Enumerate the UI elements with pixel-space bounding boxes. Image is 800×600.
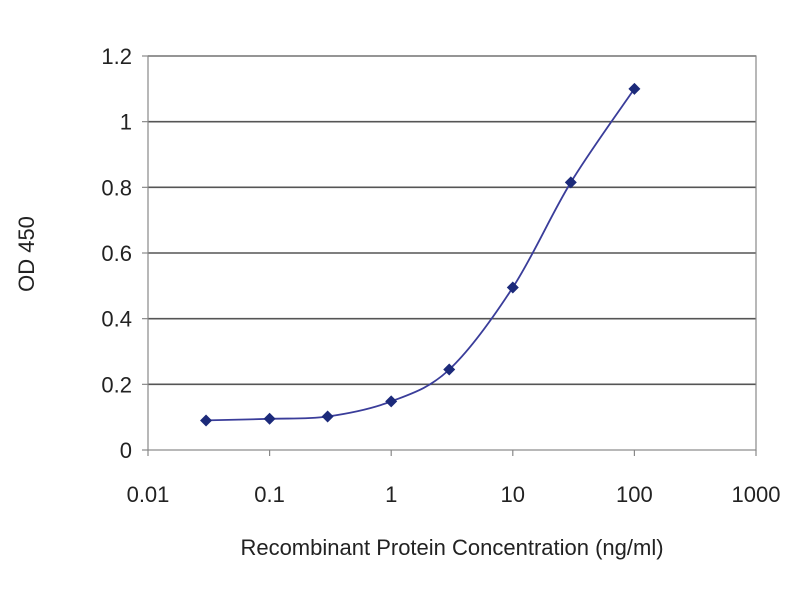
- data-point: [200, 414, 213, 427]
- x-tick-label: 0.01: [127, 482, 170, 507]
- y-tick-label: 0.8: [101, 175, 132, 200]
- data-point: [564, 176, 577, 189]
- x-axis-title: Recombinant Protein Concentration (ng/ml…: [240, 535, 663, 560]
- y-tick-label: 0: [120, 438, 132, 463]
- y-tick-label: 1: [120, 110, 132, 135]
- gridlines: [148, 55, 756, 386]
- x-tick-label: 1: [385, 482, 397, 507]
- data-point: [443, 363, 456, 376]
- fitted-curve: [205, 88, 636, 422]
- data-points: [200, 82, 641, 427]
- data-point: [628, 82, 641, 95]
- x-tick-label: 100: [616, 482, 653, 507]
- x-tick-label: 0.1: [254, 482, 285, 507]
- y-axis-title: OD 450: [14, 216, 39, 292]
- data-point: [385, 395, 398, 408]
- y-tick-label: 0.2: [101, 372, 132, 397]
- data-point: [263, 412, 276, 425]
- data-point: [321, 410, 334, 423]
- y-tick-label: 0.6: [101, 241, 132, 266]
- data-point: [506, 281, 519, 294]
- x-axis-ticks: 0.01 0.1 1 10 100 1000: [127, 450, 781, 507]
- y-axis-ticks: 0 0.2 0.4 0.6 0.8 1 1.2: [101, 44, 148, 463]
- x-tick-label: 10: [501, 482, 525, 507]
- y-tick-label: 1.2: [101, 44, 132, 69]
- y-tick-label: 0.4: [101, 307, 132, 332]
- x-tick-label: 1000: [732, 482, 781, 507]
